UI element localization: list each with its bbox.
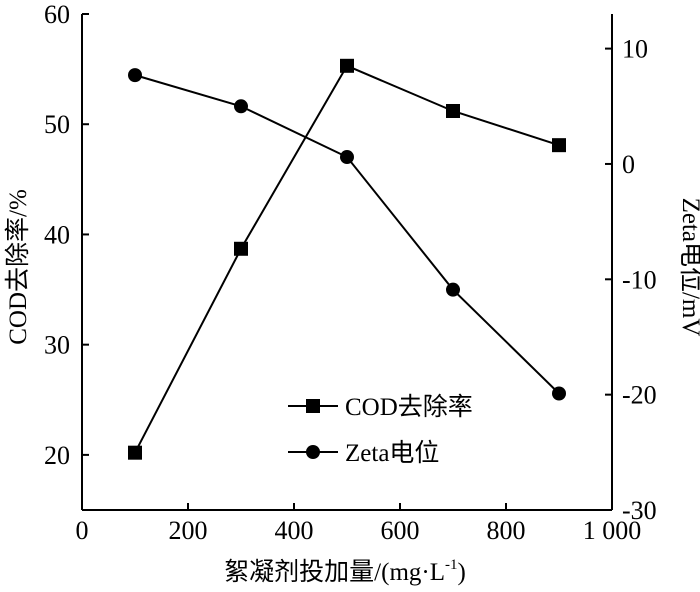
- zeta-potential-point: [234, 99, 248, 114]
- cod-removal-point: [552, 138, 566, 153]
- x-tick-label: 1 000: [583, 516, 642, 545]
- y-axis-title-left: COD去除率/%: [4, 189, 32, 345]
- y-tick-label-right: -30: [622, 496, 657, 525]
- zeta-potential-point: [446, 282, 460, 297]
- x-axis-title: 絮凝剂投加量/(mg·L-1): [224, 557, 466, 586]
- cod-removal-point: [234, 241, 248, 256]
- y-tick-label-left: 50: [44, 110, 70, 139]
- cod-removal-point: [446, 103, 460, 118]
- x-tick-label: 200: [169, 516, 208, 545]
- legend-label: COD去除率: [345, 393, 473, 421]
- zeta-potential-point: [340, 150, 354, 165]
- legend: COD去除率 Zeta电位: [288, 393, 473, 467]
- axes: [81, 14, 613, 511]
- x-tick-label: 0: [76, 516, 89, 545]
- cod-removal-point: [340, 58, 354, 73]
- zeta-potential-point: [552, 386, 566, 401]
- y-tick-label-right: 10: [622, 35, 648, 64]
- y-axis-title-right: Zeta电位/mV: [677, 198, 700, 337]
- y-tick-label-left: 30: [44, 331, 70, 360]
- legend-square-marker: [306, 399, 320, 413]
- cod-removal-point: [128, 445, 142, 460]
- series: [128, 58, 566, 460]
- ticks: 0 200 400 600 800 1 000 20 30 40 50 60 -30 -20 -10 0 10: [44, 0, 657, 545]
- y-tick-label-left: 20: [44, 441, 70, 470]
- y-tick-label-left: 60: [44, 0, 70, 29]
- y-tick-label-right: -10: [622, 265, 657, 294]
- zeta-potential-point: [128, 68, 142, 83]
- legend-circle-marker: [306, 445, 320, 459]
- y-tick-label-right: 0: [622, 150, 635, 179]
- x-tick-label: 600: [381, 516, 420, 545]
- y-tick-label-left: 40: [44, 220, 70, 249]
- x-tick-label: 800: [487, 516, 526, 545]
- x-tick-label: 400: [275, 516, 314, 545]
- legend-label: Zeta电位: [345, 439, 439, 467]
- zeta-potential-line: [134, 74, 560, 395]
- y-tick-label-right: -20: [622, 381, 657, 410]
